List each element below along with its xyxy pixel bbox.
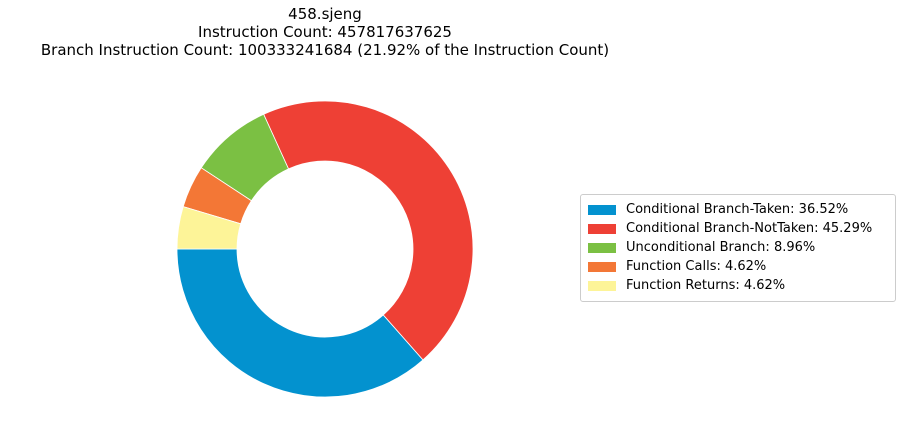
chart-title-branch-count: Branch Instruction Count: 100333241684 (… <box>40 41 610 59</box>
legend-item-conditional-taken: Conditional Branch-Taken: 36.52% <box>588 200 895 219</box>
legend-label: Conditional Branch-NotTaken: 45.29% <box>626 221 873 236</box>
chart-legend: Conditional Branch-Taken: 36.52% Conditi… <box>580 194 896 302</box>
legend-label: Function Calls: 4.62% <box>626 259 767 274</box>
chart-title-benchmark: 458.sjeng <box>288 5 362 23</box>
legend-item-function-returns: Function Returns: 4.62% <box>588 276 895 295</box>
chart-title-instruction-count: Instruction Count: 457817637625 <box>198 23 452 41</box>
slice-function-returns <box>176 206 242 250</box>
chart-title: 458.sjeng Instruction Count: 45781763762… <box>0 5 650 59</box>
legend-swatch <box>588 261 616 272</box>
legend-swatch <box>588 242 616 253</box>
slice-conditional-branch-taken <box>176 248 424 398</box>
legend-swatch <box>588 204 616 215</box>
slice-conditional-branch-nottaken <box>263 100 474 361</box>
legend-swatch <box>588 223 616 234</box>
legend-label: Conditional Branch-Taken: 36.52% <box>626 202 849 217</box>
legend-label: Unconditional Branch: 8.96% <box>626 240 816 255</box>
legend-item-unconditional: Unconditional Branch: 8.96% <box>588 238 895 257</box>
legend-label: Function Returns: 4.62% <box>626 278 786 293</box>
donut-chart <box>176 100 474 398</box>
legend-swatch <box>588 280 616 291</box>
legend-item-conditional-not-taken: Conditional Branch-NotTaken: 45.29% <box>588 219 895 238</box>
legend-item-function-calls: Function Calls: 4.62% <box>588 257 895 276</box>
